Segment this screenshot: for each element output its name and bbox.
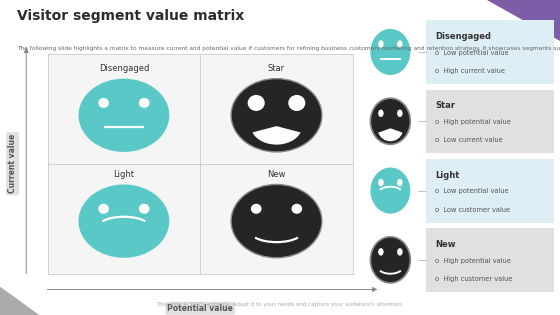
Polygon shape (487, 0, 560, 41)
Text: Star: Star (435, 101, 455, 110)
Ellipse shape (378, 179, 384, 186)
Text: Current value: Current value (8, 134, 17, 193)
Ellipse shape (378, 40, 384, 48)
FancyBboxPatch shape (420, 17, 560, 87)
Ellipse shape (370, 29, 410, 75)
Ellipse shape (397, 248, 403, 256)
Text: Potential value: Potential value (167, 304, 233, 313)
Ellipse shape (231, 79, 322, 152)
Ellipse shape (251, 204, 262, 214)
Ellipse shape (231, 185, 322, 258)
Text: o  High current value: o High current value (435, 68, 505, 74)
Text: o  Low customer value: o Low customer value (435, 207, 510, 213)
Text: Light: Light (113, 170, 134, 179)
Ellipse shape (139, 98, 150, 108)
Ellipse shape (98, 98, 109, 108)
Text: o  High customer value: o High customer value (435, 276, 512, 282)
Text: Disengaged: Disengaged (99, 65, 149, 73)
Ellipse shape (288, 95, 305, 111)
Text: o  High potential value: o High potential value (435, 258, 511, 264)
FancyBboxPatch shape (420, 225, 560, 295)
Text: o  Low potential value: o Low potential value (435, 188, 509, 194)
Ellipse shape (370, 168, 410, 214)
Ellipse shape (248, 95, 265, 111)
Text: Light: Light (435, 170, 460, 180)
FancyBboxPatch shape (420, 156, 560, 226)
Text: New: New (267, 170, 286, 179)
Text: o  High potential value: o High potential value (435, 119, 511, 125)
Text: This slide is 100% editable. Adapt it to your needs and capture your audience's : This slide is 100% editable. Adapt it to… (156, 302, 404, 307)
FancyBboxPatch shape (420, 87, 560, 157)
Ellipse shape (370, 237, 410, 283)
Ellipse shape (78, 185, 169, 258)
Ellipse shape (370, 98, 410, 144)
Ellipse shape (378, 110, 384, 117)
Text: o  Low potential value: o Low potential value (435, 50, 509, 56)
Ellipse shape (397, 179, 403, 186)
Ellipse shape (397, 40, 403, 48)
Text: Disengaged: Disengaged (435, 32, 491, 41)
Text: New: New (435, 240, 456, 249)
Ellipse shape (397, 110, 403, 117)
Ellipse shape (291, 204, 302, 214)
Wedge shape (253, 126, 301, 145)
Text: o  Low current value: o Low current value (435, 137, 503, 144)
Text: The following slide highlights a matrix to measure current and potential value i: The following slide highlights a matrix … (17, 46, 560, 51)
Ellipse shape (78, 79, 169, 152)
Ellipse shape (378, 248, 384, 256)
Text: Star: Star (268, 65, 285, 73)
Ellipse shape (98, 204, 109, 214)
Wedge shape (378, 128, 403, 141)
Text: Visitor segment value matrix: Visitor segment value matrix (17, 9, 244, 23)
Ellipse shape (139, 204, 150, 214)
Polygon shape (0, 287, 39, 315)
